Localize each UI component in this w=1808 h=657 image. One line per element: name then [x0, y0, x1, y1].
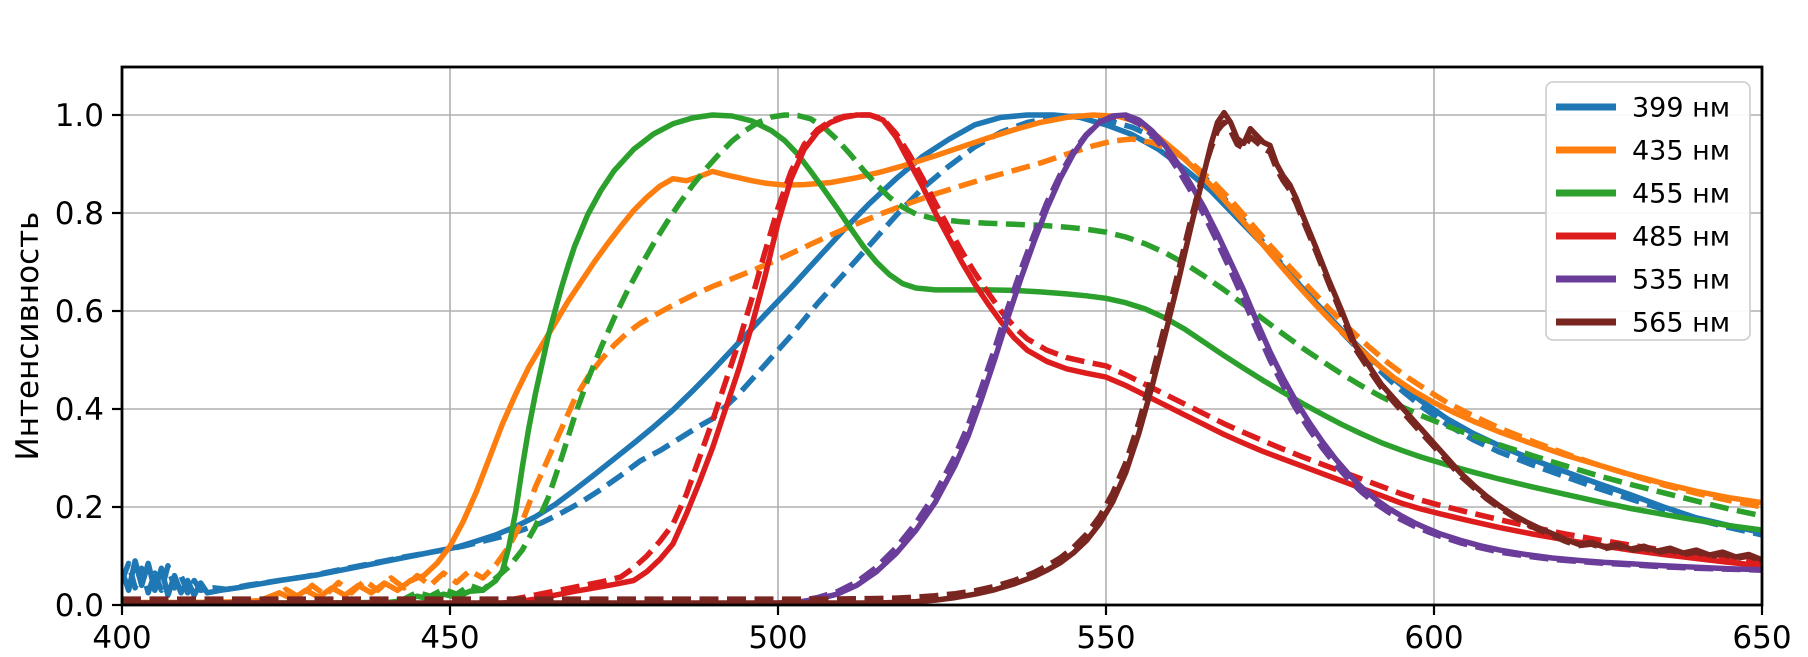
curve-535nm-solid	[122, 112, 1762, 606]
y-tick-labels: 0.0 0.2 0.4 0.6 0.8 1.0	[55, 98, 104, 624]
xtick-label-600: 600	[1404, 620, 1463, 656]
curve-485nm-dashed	[122, 112, 1762, 606]
curve-535nm-dashed	[122, 114, 1762, 606]
xtick-label-400: 400	[92, 620, 151, 656]
y-axis-title: Интенсивность	[10, 212, 46, 461]
curve-435nm-solid	[122, 112, 1762, 606]
ytick-label-0.8: 0.8	[55, 196, 104, 232]
curve-565nm-dashed	[122, 119, 1762, 602]
curve-455nm-dashed	[122, 112, 1762, 606]
grid-lines	[122, 67, 1762, 605]
x-tick-labels: 400 450 500 550 600 650	[92, 620, 1791, 656]
axis-ticks	[112, 113, 1764, 615]
axes-spines	[120, 65, 1764, 607]
ytick-label-1.0: 1.0	[55, 98, 104, 134]
ytick-label-0.0: 0.0	[55, 588, 104, 624]
legend-label-4: 485 нм	[1632, 222, 1730, 253]
plot-border	[120, 65, 1764, 607]
data-curves	[122, 109, 1762, 606]
legend-label-1: 399 нм	[1632, 93, 1730, 124]
ytick-label-0.4: 0.4	[55, 392, 104, 428]
xtick-label-550: 550	[1076, 620, 1135, 656]
legend-label-5: 535 нм	[1632, 265, 1730, 296]
legend-label-6: 565 нм	[1632, 308, 1730, 339]
legend: 399 нм 435 нм 455 нм 485 нм 535 нм 565 нм	[1545, 81, 1751, 341]
legend-label-2: 435 нм	[1632, 136, 1730, 167]
xtick-label-450: 450	[420, 620, 479, 656]
xtick-label-650: 650	[1732, 620, 1791, 656]
curve-485nm-solid	[122, 112, 1762, 606]
xtick-label-500: 500	[748, 620, 807, 656]
ytick-label-0.6: 0.6	[55, 294, 104, 330]
ytick-label-0.2: 0.2	[55, 490, 104, 526]
curve-435nm-dashed	[122, 136, 1762, 606]
legend-label-3: 455 нм	[1632, 179, 1730, 210]
